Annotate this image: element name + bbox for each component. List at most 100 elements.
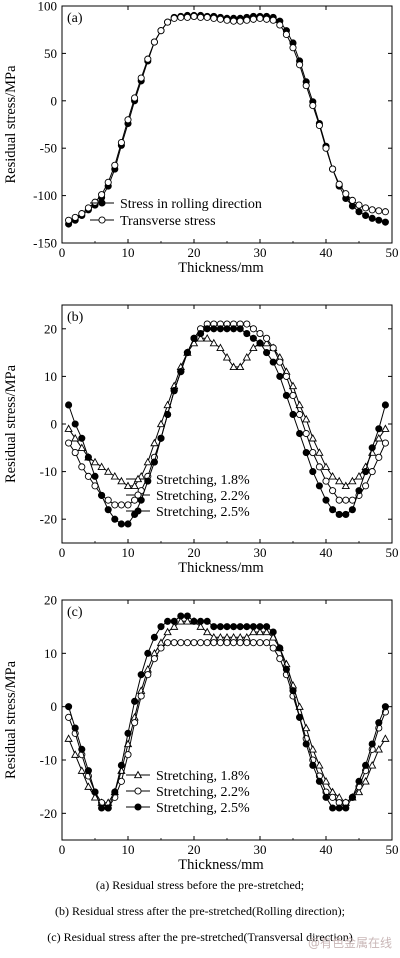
data-point	[170, 622, 179, 630]
data-point	[137, 74, 145, 82]
data-point	[131, 94, 139, 102]
data-point	[322, 477, 330, 485]
data-point	[381, 703, 389, 711]
y-axis-label: Residual stress/MPa	[3, 660, 19, 779]
data-point	[381, 424, 390, 432]
data-point	[262, 338, 271, 347]
y-tick-label: -10	[40, 464, 57, 479]
data-point	[104, 467, 113, 475]
data-point	[144, 671, 152, 679]
data-point	[362, 482, 370, 490]
y-tick-label: 10	[44, 369, 57, 384]
data-point	[78, 210, 86, 218]
x-tick-label: 50	[386, 842, 399, 857]
data-point	[164, 18, 172, 26]
data-point	[137, 692, 145, 700]
data-point	[203, 639, 211, 647]
y-tick-label: 0	[51, 93, 58, 108]
data-point	[177, 639, 185, 647]
panel-label-a: (a)	[67, 11, 83, 26]
data-point	[236, 623, 244, 631]
y-tick-label: 20	[44, 593, 57, 608]
data-point	[335, 496, 343, 504]
data-point	[355, 201, 363, 209]
legend-label: Stretching, 2.2%	[156, 489, 250, 504]
data-point	[288, 381, 298, 390]
data-point	[368, 214, 376, 222]
data-point	[223, 16, 231, 24]
x-tick-label: 30	[254, 245, 267, 260]
data-point	[243, 16, 251, 24]
data-point	[84, 782, 93, 790]
data-point	[335, 510, 343, 518]
data-point	[375, 207, 383, 215]
data-point	[302, 449, 310, 457]
data-point	[355, 487, 363, 495]
data-point	[177, 368, 185, 376]
data-point	[130, 481, 139, 490]
data-point	[348, 196, 356, 204]
data-point	[90, 457, 100, 466]
x-tick-label: 10	[122, 245, 135, 260]
x-tick-label: 50	[386, 245, 399, 260]
data-point	[263, 334, 271, 342]
data-point	[321, 777, 331, 785]
data-point	[355, 208, 363, 216]
y-tick-label: 20	[44, 321, 57, 336]
data-point	[256, 14, 264, 22]
data-point	[78, 463, 86, 471]
data-point	[335, 476, 344, 485]
data-point	[104, 496, 112, 504]
x-tick-label: 50	[386, 545, 399, 560]
data-point	[196, 333, 205, 342]
data-point	[322, 144, 330, 152]
y-tick-label: -150	[33, 236, 57, 251]
series-b-1	[64, 333, 390, 490]
data-point	[137, 671, 145, 679]
legend-marker	[133, 474, 143, 483]
x-tick-label: 0	[59, 842, 66, 857]
data-point	[381, 401, 389, 409]
data-point	[255, 627, 265, 636]
y-axis-label: Residual stress/MPa	[3, 65, 19, 184]
data-point	[296, 410, 304, 419]
data-point	[150, 438, 159, 447]
data-point	[276, 358, 284, 366]
data-point	[223, 623, 231, 631]
data-point	[84, 472, 92, 480]
y-tick-label: 50	[44, 46, 57, 61]
data-point	[368, 468, 376, 476]
data-point	[157, 434, 165, 442]
data-point	[256, 623, 264, 631]
data-point	[229, 362, 238, 371]
data-point	[104, 804, 112, 812]
y-tick-label: 0	[51, 417, 58, 432]
data-point	[374, 433, 383, 442]
data-point	[177, 612, 185, 620]
data-point	[249, 343, 258, 352]
data-point	[362, 761, 370, 769]
data-point	[362, 468, 370, 476]
data-point	[117, 761, 125, 769]
data-point	[375, 216, 383, 224]
data-point	[335, 180, 343, 188]
data-point	[302, 414, 311, 423]
data-point	[163, 627, 172, 636]
data-point	[276, 644, 284, 652]
legend-label: Stretching, 2.5%	[156, 505, 250, 520]
x-tick-label: 20	[188, 545, 201, 560]
data-point	[164, 639, 172, 647]
data-point	[176, 617, 185, 625]
data-point	[302, 82, 310, 90]
data-point	[77, 766, 86, 774]
data-point	[342, 190, 350, 198]
data-point	[111, 161, 119, 169]
legend-marker	[134, 803, 142, 811]
data-point	[374, 745, 383, 753]
data-point	[170, 14, 178, 22]
data-point	[210, 14, 218, 22]
data-point	[295, 400, 304, 409]
x-tick-label: 30	[254, 842, 267, 857]
data-point	[341, 481, 350, 490]
data-point	[197, 330, 205, 338]
